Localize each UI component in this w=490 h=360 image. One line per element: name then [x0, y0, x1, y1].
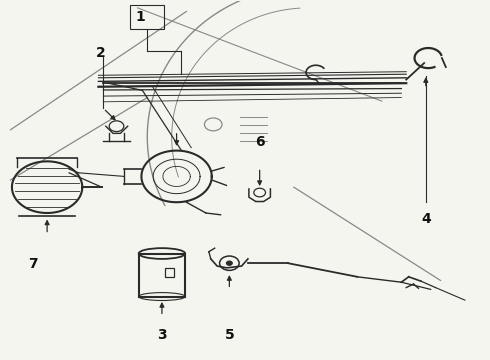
Circle shape — [226, 261, 232, 265]
Text: 5: 5 — [224, 328, 234, 342]
Text: 6: 6 — [255, 135, 265, 149]
Bar — [139, 253, 185, 297]
Text: 3: 3 — [157, 328, 167, 342]
Bar — [130, 5, 164, 30]
Text: 2: 2 — [96, 46, 106, 60]
Text: 1: 1 — [135, 10, 145, 24]
Text: 4: 4 — [421, 212, 431, 226]
Bar — [166, 268, 174, 277]
Text: 7: 7 — [27, 257, 37, 271]
